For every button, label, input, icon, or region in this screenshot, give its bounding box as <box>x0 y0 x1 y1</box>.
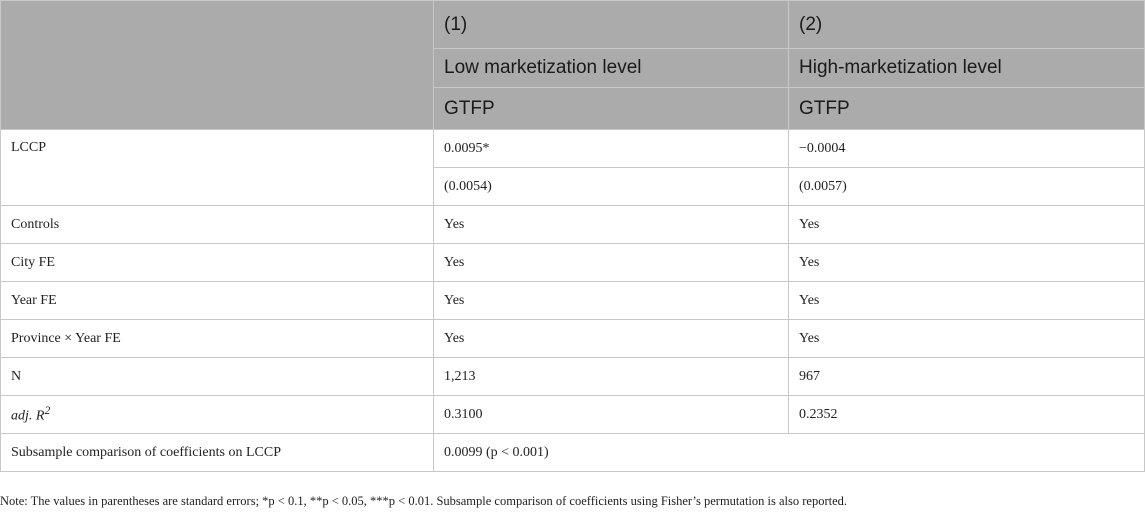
row-label-lccp: LCCP <box>0 129 434 206</box>
n-col1: 1,213 <box>433 357 789 396</box>
col2-number: (2) <box>788 0 1145 49</box>
row-label-adj-r2: adj. R2 <box>0 395 434 434</box>
controls-col1: Yes <box>433 205 789 244</box>
table-row-subsample: Subsample comparison of coefficients on … <box>0 433 1145 472</box>
header-row-numbers: (1) (2) <box>0 0 1145 130</box>
col1-number: (1) <box>433 0 789 49</box>
city-fe-col2: Yes <box>788 243 1145 282</box>
year-fe-col2: Yes <box>788 281 1145 320</box>
table-row-n: N 1,213 967 <box>0 357 1145 396</box>
row-label-year-fe: Year FE <box>0 281 434 320</box>
province-year-fe-col1: Yes <box>433 319 789 358</box>
lccp-col2: −0.0004 <box>788 129 1145 168</box>
adj-r2-col1: 0.3100 <box>433 395 789 434</box>
table-body: LCCP 0.0095* −0.0004 (0.0054) (0.0057) C… <box>0 129 1145 472</box>
row-label-province-year-fe: Province × Year FE <box>0 319 434 358</box>
province-year-fe-col2: Yes <box>788 319 1145 358</box>
table-row-year-fe: Year FE Yes Yes <box>0 281 1145 320</box>
city-fe-col1: Yes <box>433 243 789 282</box>
regression-table: (1) (2) Low marketization level High-mar… <box>0 0 1145 472</box>
header-row-depvar: GTFP GTFP <box>1 87 1145 130</box>
controls-col2: Yes <box>788 205 1145 244</box>
adj-r2-label-text: adj. R <box>11 408 45 424</box>
year-fe-col1: Yes <box>433 281 789 320</box>
lccp-se-col2: (0.0057) <box>788 167 1145 206</box>
table-row-city-fe: City FE Yes Yes <box>0 243 1145 282</box>
col1-depvar: GTFP <box>433 87 789 130</box>
table-row-lccp-se: (0.0054) (0.0057) <box>1 167 1145 206</box>
row-label-city-fe: City FE <box>0 243 434 282</box>
table-row-lccp: LCCP 0.0095* −0.0004 <box>0 129 1145 206</box>
adj-r2-label-sup: 2 <box>44 404 51 418</box>
n-col2: 967 <box>788 357 1145 396</box>
header-empty-cell <box>0 0 434 130</box>
lccp-se-col1: (0.0054) <box>433 167 789 206</box>
table-row-controls: Controls Yes Yes <box>0 205 1145 244</box>
table-note: Note: The values in parentheses are stan… <box>0 494 848 508</box>
table-row-adj-r2: adj. R2 0.3100 0.2352 <box>0 395 1145 434</box>
subsample-value: 0.0099 (p < 0.001) <box>433 433 1145 472</box>
row-label-subsample: Subsample comparison of coefficients on … <box>0 433 434 472</box>
col1-group: Low marketization level <box>433 48 789 88</box>
col2-depvar: GTFP <box>788 87 1145 130</box>
adj-r2-col2: 0.2352 <box>788 395 1145 434</box>
row-label-controls: Controls <box>0 205 434 244</box>
row-label-n: N <box>0 357 434 396</box>
header-row-groups: Low marketization level High-marketizati… <box>1 48 1145 88</box>
col2-group: High-marketization level <box>788 48 1145 88</box>
lccp-col1: 0.0095* <box>433 129 789 168</box>
table-header: (1) (2) Low marketization level High-mar… <box>0 0 1145 130</box>
table-row-province-year-fe: Province × Year FE Yes Yes <box>0 319 1145 358</box>
